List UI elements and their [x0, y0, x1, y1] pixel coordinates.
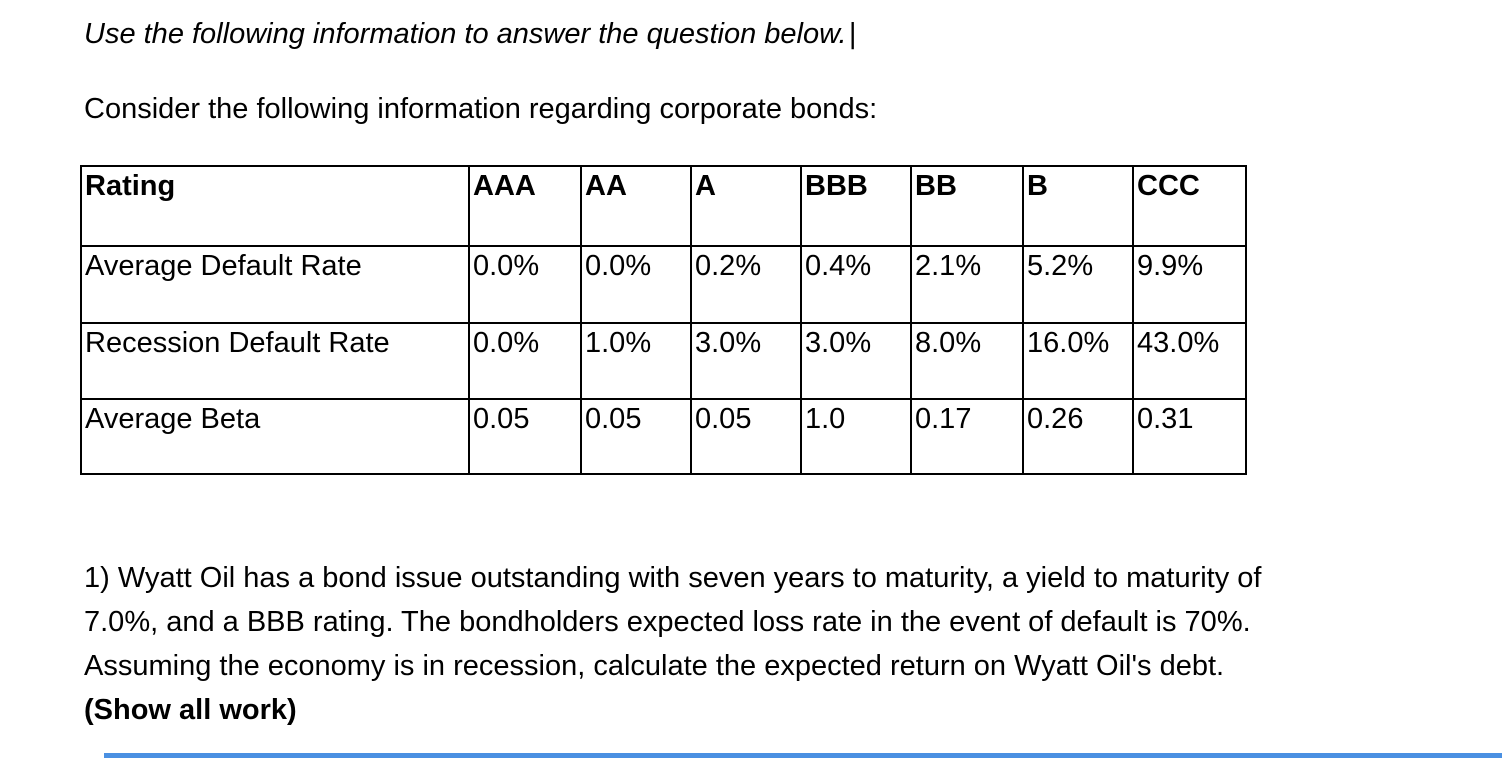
question-paragraph: 1) Wyatt Oil has a bond issue outstandin… [84, 556, 1261, 732]
table-cell: 16.0% [1022, 322, 1134, 400]
table-cell: 0.0% [468, 245, 582, 324]
table-cell: 43.0% [1132, 322, 1247, 400]
table-header-row: Rating AAA AA A BBB BB B CCC [80, 165, 1247, 247]
text-cursor: | [848, 18, 857, 50]
show-all-work-label: (Show all work) [84, 694, 297, 726]
table-cell: 3.0% [690, 322, 802, 400]
table-cell: 0.4% [800, 245, 912, 324]
table-cell: 0.05 [690, 398, 802, 475]
table-cell: 0.17 [910, 398, 1024, 475]
question-line-1: 1) Wyatt Oil has a bond issue outstandin… [84, 562, 1262, 594]
table-cell: 3.0% [800, 322, 912, 400]
table-cell: 9.9% [1132, 245, 1247, 324]
header-cell-ccc: CCC [1132, 165, 1247, 247]
table-cell: 0.31 [1132, 398, 1247, 475]
table-cell: 8.0% [910, 322, 1024, 400]
corporate-bond-table: Rating AAA AA A BBB BB B CCC Average Def… [80, 165, 1247, 475]
instruction-text: Use the following information to answer … [84, 18, 847, 50]
table-cell: 1.0% [580, 322, 692, 400]
row-label: Recession Default Rate [80, 322, 470, 400]
table-cell: 1.0 [800, 398, 912, 475]
table-cell: 0.0% [468, 322, 582, 400]
table-cell: 0.0% [580, 245, 692, 324]
header-cell-bb: BB [910, 165, 1024, 247]
row-label: Average Beta [80, 398, 470, 475]
question-line-2: 7.0%, and a BBB rating. The bondholders … [84, 606, 1251, 638]
header-cell-bbb: BBB [800, 165, 912, 247]
instruction-line: Use the following information to answer … [84, 18, 856, 51]
header-cell-aa: AA [580, 165, 692, 247]
table-row-average-default-rate: Average Default Rate 0.0% 0.0% 0.2% 0.4%… [80, 245, 1247, 324]
table-cell: 0.05 [468, 398, 582, 475]
row-label: Average Default Rate [80, 245, 470, 324]
table-cell: 5.2% [1022, 245, 1134, 324]
table-cell: 0.26 [1022, 398, 1134, 475]
header-cell-aaa: AAA [468, 165, 582, 247]
header-cell-b: B [1022, 165, 1134, 247]
table-cell: 0.2% [690, 245, 802, 324]
question-line-3: Assuming the economy is in recession, ca… [84, 650, 1225, 682]
table-row-recession-default-rate: Recession Default Rate 0.0% 1.0% 3.0% 3.… [80, 322, 1247, 400]
table-cell: 2.1% [910, 245, 1024, 324]
intro-line: Consider the following information regar… [84, 93, 878, 125]
header-cell-rating: Rating [80, 165, 470, 247]
header-cell-a: A [690, 165, 802, 247]
bottom-edge-bar [104, 753, 1502, 758]
table-cell: 0.05 [580, 398, 692, 475]
table-row-average-beta: Average Beta 0.05 0.05 0.05 1.0 0.17 0.2… [80, 398, 1247, 475]
